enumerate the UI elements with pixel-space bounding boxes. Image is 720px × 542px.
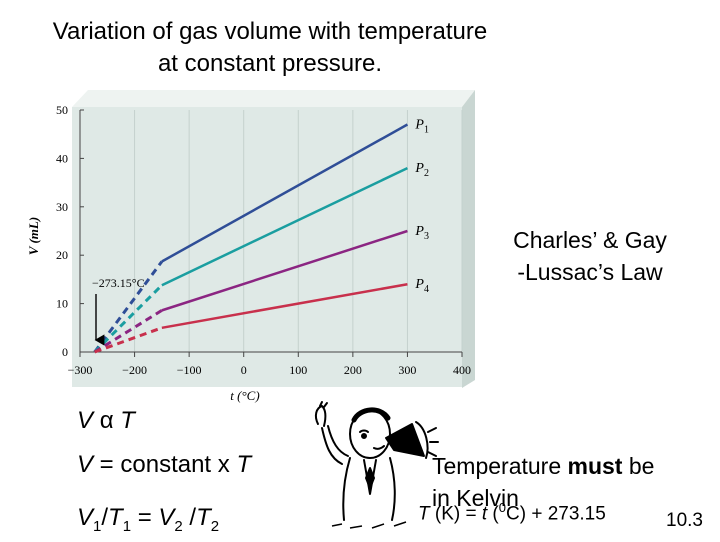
y-tick-label: 10 <box>56 297 68 311</box>
x-tick-label: 0 <box>241 363 247 377</box>
y-axis-label: V (mL) <box>26 217 41 255</box>
proportional-symbol: α <box>99 407 114 434</box>
ratio-sub3: 2 <box>174 517 183 535</box>
y-tick-label: 40 <box>56 151 68 165</box>
series-line-P1 <box>161 123 409 263</box>
ratio-sub1: 1 <box>93 517 102 535</box>
x-tick-label: 100 <box>289 363 307 377</box>
kelvin-conversion-formula: T (K) = t (0C) + 273.15 <box>418 500 606 525</box>
ratio-equation: V1/T1 = V2 /T2 <box>77 503 219 542</box>
series-line-P2 <box>161 166 408 287</box>
x-tick-label: −300 <box>68 363 93 377</box>
series-line-P4 <box>161 283 408 330</box>
plot-background <box>72 107 462 387</box>
series-line-P3 <box>161 229 408 312</box>
x-tick-label: −200 <box>122 363 147 377</box>
constant-eq-mid: = constant x <box>93 451 237 478</box>
ratio-sub4: 2 <box>210 517 220 535</box>
formula-t-celsius: t <box>481 503 488 525</box>
x-tick-label: 300 <box>398 363 416 377</box>
ratio-slash1: / <box>101 504 109 531</box>
x-axis-label: t (°C) <box>230 388 259 403</box>
backdrop-side <box>462 90 475 388</box>
ratio-slash2: / <box>182 504 197 531</box>
series-label-P4: P4 <box>414 277 429 295</box>
ratio-v1: V <box>77 504 94 531</box>
slide-title: Variation of gas volume with temperature… <box>52 18 488 77</box>
kelvin-note-emphasis: must <box>567 453 623 479</box>
series-label-P2: P2 <box>414 161 429 179</box>
megaphone-announcer-illustration <box>314 401 439 529</box>
formula-k: (K) = <box>429 503 482 525</box>
series-extrapolation-P2 <box>93 284 163 354</box>
proportionality-relation: V α T <box>77 406 135 436</box>
ratio-sub2: 1 <box>122 517 132 535</box>
formula-degree-sup: 0 <box>498 500 506 515</box>
ratio-t2: T <box>196 504 211 531</box>
constant-equation: V = constant x T <box>77 450 251 480</box>
backdrop-top <box>72 90 475 107</box>
y-tick-label: 0 <box>62 345 68 359</box>
ratio-v2: V <box>158 504 175 531</box>
page-number: 10.3 <box>666 510 703 531</box>
series-extrapolation-P1 <box>93 260 164 353</box>
series-label-P1: P1 <box>414 118 429 136</box>
kelvin-note-after: be in Kelvin <box>432 453 655 511</box>
y-tick-label: 20 <box>56 248 68 262</box>
annotation-absolute-zero: −273.15°C <box>92 276 145 290</box>
series-label-P3: P3 <box>414 224 429 242</box>
ratio-equals: = <box>131 504 159 531</box>
x-tick-label: −100 <box>177 363 202 377</box>
y-tick-label: 50 <box>56 103 68 117</box>
formula-close: C) + 273.15 <box>506 503 606 525</box>
constant-eq-t: T <box>236 451 252 478</box>
x-tick-label: 200 <box>344 363 362 377</box>
formula-open: ( <box>487 503 499 525</box>
law-name: Charles’ & Gay -Lussac’s Law <box>513 227 667 285</box>
kelvin-note-before: Temperature <box>432 453 568 479</box>
relation-t: T <box>120 407 135 434</box>
constant-eq-v: V <box>77 451 94 478</box>
relation-v: V <box>77 407 94 434</box>
y-tick-label: 30 <box>56 200 68 214</box>
kelvin-note: Temperature must be in Kelvin <box>432 418 654 514</box>
ratio-t1: T <box>108 504 123 531</box>
series-extrapolation-P3 <box>93 309 163 354</box>
x-tick-label: 400 <box>453 363 471 377</box>
formula-t-kelvin: T <box>418 503 430 525</box>
